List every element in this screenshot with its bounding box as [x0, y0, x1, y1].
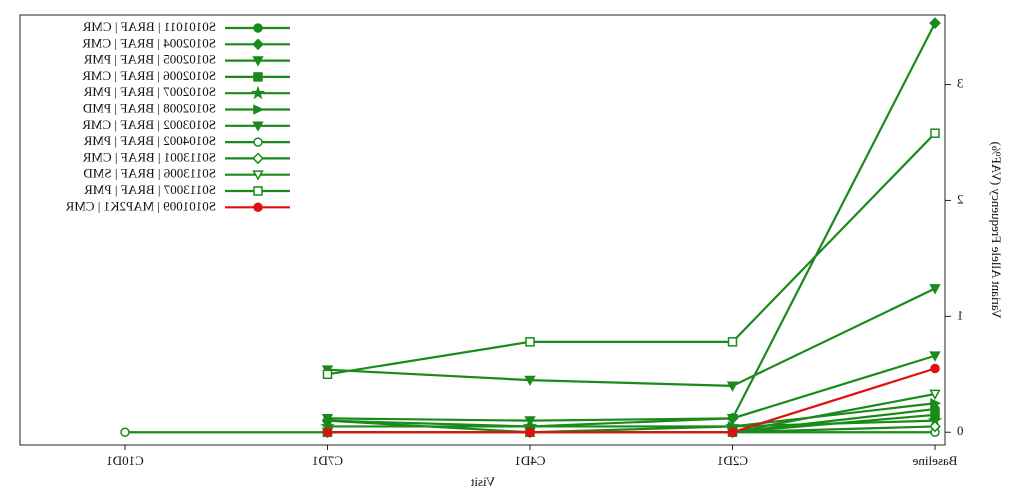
marker: [253, 23, 263, 33]
marker: [726, 413, 739, 425]
legend-label: S0113006 | BRAF | SMD: [83, 166, 216, 181]
marker: [930, 398, 942, 409]
y-tick-label: 3: [957, 76, 964, 91]
marker: [253, 186, 263, 196]
series-line: [327, 22, 936, 428]
marker: [525, 427, 535, 438]
marker: [252, 152, 264, 165]
marker: [727, 337, 738, 347]
series-line: [327, 367, 936, 434]
x-tick-label: C2D1: [717, 453, 748, 468]
legend-label: S0104002 | BRAF | PMR: [83, 133, 216, 148]
legend-label: S0101009 | MAP2K1 | CMR: [65, 198, 216, 213]
series-line: [327, 287, 936, 387]
marker: [321, 413, 334, 425]
marker: [929, 17, 941, 29]
marker: [929, 420, 941, 433]
x-tick-label: C7D1: [312, 453, 343, 468]
marker: [253, 137, 263, 147]
x-axis-label: Visit: [470, 474, 495, 489]
marker: [524, 375, 536, 387]
marker: [253, 72, 263, 82]
series-line: [327, 402, 936, 434]
marker: [930, 363, 940, 374]
marker: [929, 284, 941, 295]
marker: [727, 427, 738, 438]
marker: [250, 85, 266, 100]
marker: [253, 104, 265, 115]
marker: [726, 381, 739, 392]
x-tick-label: C10D1: [106, 453, 144, 468]
x-tick-label: Baseline: [912, 453, 957, 468]
marker: [524, 416, 536, 427]
y-tick-label: 2: [957, 191, 964, 206]
y-tick-label: 0: [957, 423, 964, 438]
y-axis-label: Variant Allele Frequency (VAF%): [989, 141, 1004, 318]
legend-label: S0101011 | BRAF | CMR: [82, 19, 216, 34]
legend-label: S0102005 | BRAF | PMR: [83, 52, 216, 67]
plot-frame: [19, 14, 946, 446]
marker: [322, 369, 333, 380]
marker: [322, 427, 333, 438]
series-line: [327, 354, 936, 422]
marker: [252, 56, 264, 67]
x-tick-label: C4D1: [514, 453, 545, 468]
legend-label: S0102006 | BRAF | CMR: [82, 68, 216, 83]
marker: [525, 337, 535, 347]
legend-label: S0102008 | BRAF | PMD: [83, 100, 216, 115]
marker: [929, 351, 941, 362]
legend-label: S0103002 | BRAF | CMR: [82, 117, 216, 132]
legend-label: S0113007 | BRAF | PMR: [84, 182, 216, 197]
series-line: [327, 132, 936, 376]
marker: [252, 170, 264, 181]
legend-label: S0102004 | BRAF | CMR: [82, 35, 216, 50]
marker: [929, 389, 941, 400]
legend-label: S0113001 | BRAF | CMR: [82, 149, 216, 164]
legend-label: S0102007 | BRAF | PMR: [83, 84, 216, 99]
series-line: [327, 419, 936, 428]
marker: [930, 128, 940, 138]
marker: [253, 202, 263, 213]
marker: [252, 121, 264, 132]
marker: [252, 38, 264, 51]
y-tick-label: 1: [957, 307, 964, 322]
marker: [120, 427, 130, 438]
